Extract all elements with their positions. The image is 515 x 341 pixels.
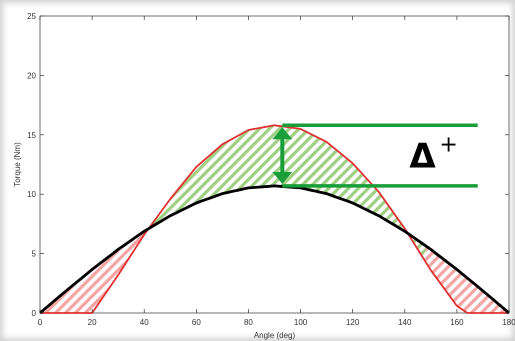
ticks-layer: 0 20 40 60 80 100 120 140 160 180 0 5 10 15 20 25 <box>27 12 515 327</box>
x-axis-label: Angle (deg) <box>254 331 296 340</box>
green-shaded-region-1 <box>152 125 426 262</box>
x-tick-label: 20 <box>88 318 97 327</box>
delta-superscript: + <box>439 133 457 158</box>
y-tick-label: 20 <box>27 71 36 80</box>
curves-layer <box>39 124 510 315</box>
y-axis-label: Torque (Nm) <box>13 142 22 187</box>
red-series-line <box>40 124 509 314</box>
y-tick-label: 0 <box>32 309 37 318</box>
delta-arrow-head-down <box>272 171 293 184</box>
y-tick-label: 15 <box>27 131 36 140</box>
black-series-line <box>39 184 510 315</box>
x-tick-label: 0 <box>38 318 43 327</box>
x-tick-label: 120 <box>346 318 360 327</box>
delta-arrow-head-up <box>272 127 293 140</box>
x-tick-label: 80 <box>244 318 253 327</box>
delta-annotation: Δ + <box>272 123 478 188</box>
y-tick-label: 10 <box>27 190 36 199</box>
x-tick-label: 40 <box>140 318 149 327</box>
x-tick-label: 160 <box>450 318 464 327</box>
y-tick-label: 5 <box>32 250 37 259</box>
x-tick-label: 140 <box>398 318 412 327</box>
x-tick-label: 60 <box>192 318 201 327</box>
x-tick-label: 100 <box>294 318 308 327</box>
x-tick-label: 180 <box>502 318 515 327</box>
y-tick-label: 25 <box>27 12 36 21</box>
delta-symbol: Δ <box>409 137 436 177</box>
